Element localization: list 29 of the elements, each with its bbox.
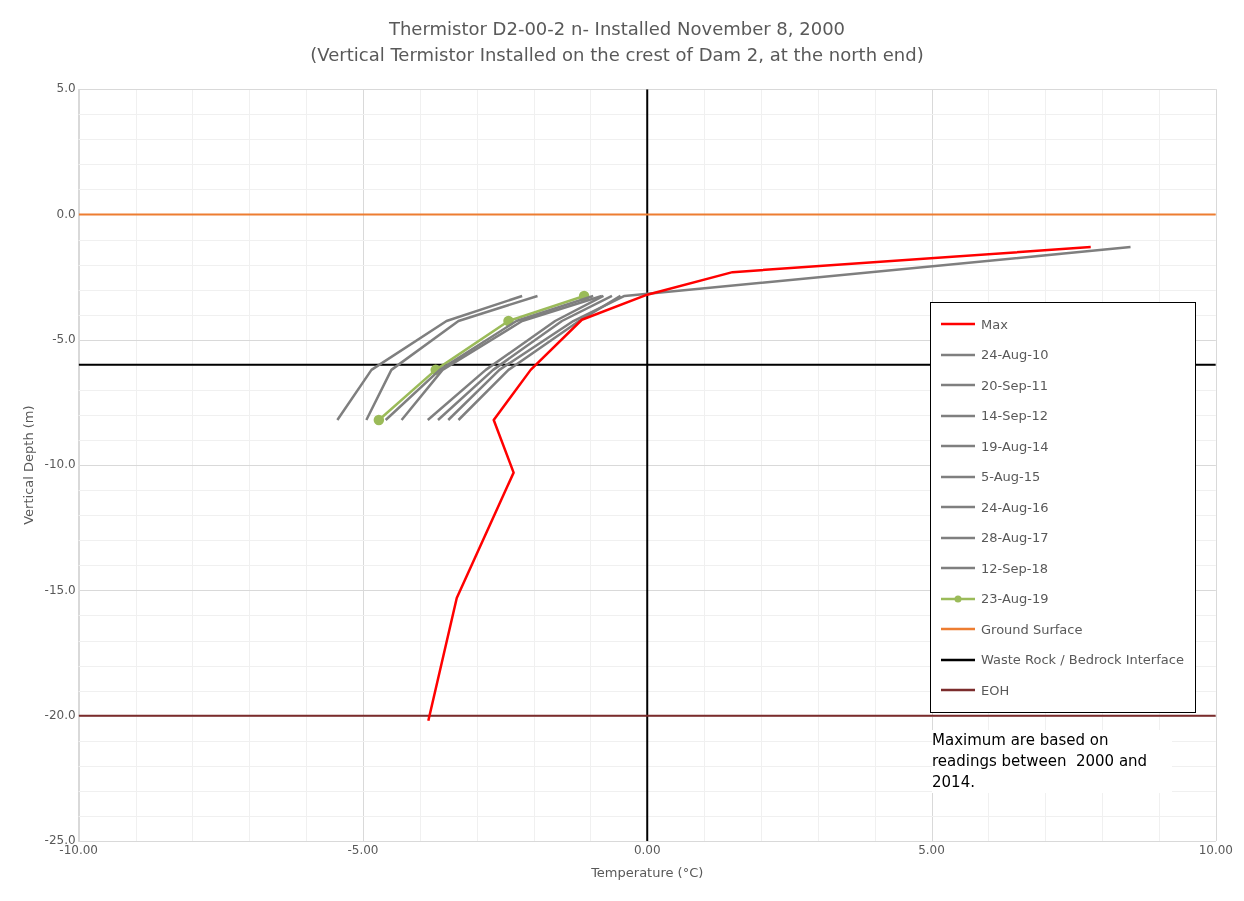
x-tick-label: 0.00 (633, 843, 661, 858)
chart-subtitle: (Vertical Termistor Installed on the crest of Dam 2, at the north end) (310, 44, 924, 66)
chart-title: Thermistor D2-00-2 n- Installed November 8, 2000 (387, 18, 846, 40)
legend-label: Waste Rock / Bedrock Interface (981, 652, 1184, 668)
y-tick-label: 5.0 (56, 81, 76, 96)
legend-label: 20-Sep-11 (981, 377, 1048, 393)
legend-label: 5-Aug-15 (981, 469, 1041, 485)
y-tick-label: -15.0 (44, 582, 76, 597)
x-tick-label: -5.00 (347, 843, 379, 858)
x-tick-label: -10.00 (59, 843, 98, 858)
x-axis-title: Temperature (°C) (590, 864, 704, 880)
annotation: Maximum are based on readings between 2000 and 2014. (932, 730, 1172, 793)
legend-label: 12-Sep-18 (981, 560, 1048, 576)
legend-label: 14-Sep-12 (981, 408, 1048, 424)
y-tick-label: -5.0 (52, 331, 76, 346)
legend-label: Ground Surface (981, 621, 1083, 637)
legend-label: 19-Aug-14 (981, 438, 1049, 454)
legend-label: 28-Aug-17 (981, 530, 1049, 546)
legend-label: 24-Aug-16 (981, 499, 1049, 515)
legend-label: EOH (981, 682, 1010, 698)
x-tick-label: 10.00 (1198, 843, 1233, 858)
legend-label: 24-Aug-10 (981, 347, 1049, 363)
y-axis-title: Vertical Depth (m) (21, 405, 37, 525)
legend-label: Max (981, 316, 1008, 332)
legend-label: 23-Aug-19 (981, 591, 1049, 607)
y-tick-label: 0.0 (56, 206, 76, 221)
y-tick-label: -10.0 (44, 457, 76, 472)
y-tick-label: -20.0 (44, 707, 76, 722)
x-tick-label: 5.00 (918, 843, 945, 858)
